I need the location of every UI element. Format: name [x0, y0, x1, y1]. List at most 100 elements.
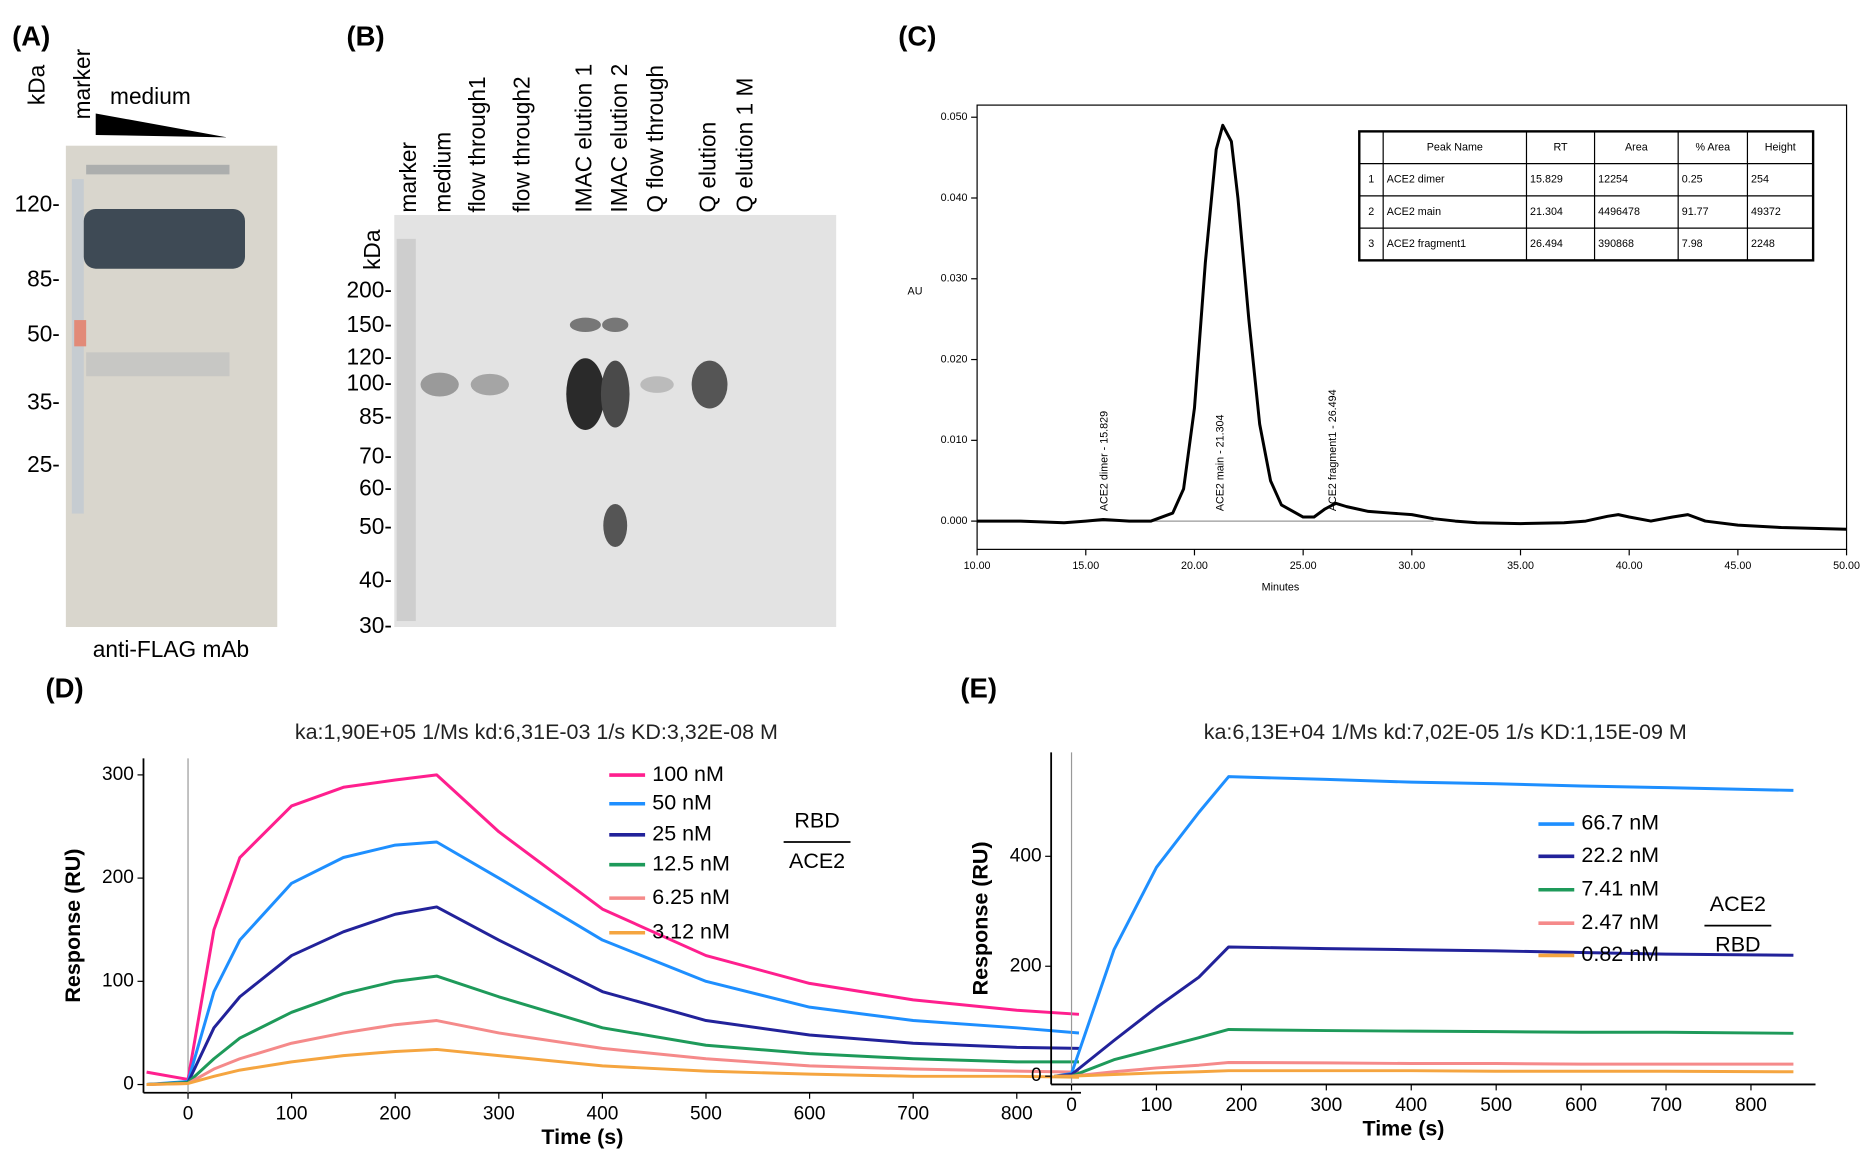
x-tick-label: 200: [1225, 1095, 1257, 1116]
marker-label: 70-: [359, 442, 392, 468]
table-cell: 0.25: [1682, 174, 1703, 186]
legend-label: 7.41 nM: [1581, 876, 1659, 900]
band: [420, 372, 459, 397]
series-line: [1054, 1027, 1794, 1078]
table-cell: 91.77: [1682, 206, 1709, 218]
lane-label: Q flow through: [642, 65, 668, 213]
x-tick-label: 100: [276, 1103, 308, 1124]
peak-label: ACE2 fragment1 - 26.494: [1327, 389, 1339, 511]
table-cell: 7.98: [1682, 238, 1703, 250]
x-tick-label: 500: [690, 1103, 722, 1124]
band: [691, 360, 728, 409]
x-axis-label: Time (s): [1362, 1116, 1444, 1140]
x-tick-label: 800: [1001, 1103, 1033, 1124]
table-header: RT: [1553, 141, 1568, 153]
fraction-top: ACE2: [1710, 892, 1766, 916]
table-header: % Area: [1695, 141, 1730, 153]
marker-label: 150-: [346, 311, 391, 337]
x-tick-label: 800: [1735, 1095, 1767, 1116]
x-tick-label: 400: [586, 1103, 618, 1124]
band: [83, 209, 245, 269]
table-cell: 1: [1368, 174, 1374, 186]
series-line: [1054, 1069, 1794, 1078]
gel-a: kDa marker medium anti-FLAG mAb: [23, 48, 278, 662]
x-tick-label: 10.00: [964, 560, 991, 572]
x-tick-label: 300: [483, 1103, 515, 1124]
x-tick-label: 600: [1565, 1095, 1597, 1116]
legend-label: 25 nM: [652, 821, 712, 845]
x-tick-label: 400: [1395, 1095, 1427, 1116]
marker-label: 30-: [359, 612, 392, 638]
lane-label: flow through2: [508, 76, 534, 212]
lane-label: medium: [429, 132, 455, 213]
band: [569, 317, 601, 333]
gel-b: kDa: [359, 214, 837, 628]
x-axis-label: Minutes: [1262, 581, 1300, 593]
x-tick-label: 45.00: [1724, 560, 1751, 572]
x-tick-label: 200: [379, 1103, 411, 1124]
gradient-triangle: [95, 113, 228, 138]
marker-label: 100-: [346, 370, 391, 396]
gel-a-labels: 120- 85- 50- 35- 25-: [14, 190, 59, 476]
series-line: [146, 773, 1080, 1081]
series-line: [146, 1047, 1080, 1087]
marker-label: 120-: [346, 343, 391, 369]
y-axis-label: AU: [908, 285, 923, 297]
marker-label: 50-: [359, 513, 392, 539]
band: [566, 358, 605, 430]
fraction-bottom: ACE2: [789, 849, 845, 873]
x-axis-label: Time (s): [541, 1125, 623, 1149]
lane-label: marker: [69, 48, 95, 119]
marker-label: 85-: [359, 403, 392, 429]
series-line: [146, 1019, 1080, 1087]
unit-label: kDa: [23, 64, 49, 105]
x-tick-label: 50.00: [1833, 560, 1860, 572]
table-header: Area: [1625, 141, 1648, 153]
y-tick-label: 0: [123, 1074, 134, 1095]
series-line: [1054, 1060, 1794, 1078]
table-cell: ACE2 fragment1: [1387, 238, 1466, 250]
table-cell: 21.304: [1530, 206, 1563, 218]
y-axis-label: Response (RU): [969, 841, 993, 995]
marker-lane: [396, 238, 416, 622]
gel-b-labels: 200- 150- 120-100- 85- 70- 60- 50- 40- 30- marker…: [346, 64, 757, 638]
x-tick-label: 30.00: [1398, 560, 1425, 572]
chart: 10.00 15.00 20.00 25.00 30.00 35.00 40.00 45.00…: [908, 104, 1860, 593]
y-axis-label: Response (RU): [61, 849, 85, 1003]
table-cell: 12254: [1598, 174, 1628, 186]
legend-label: 6.25 nM: [652, 885, 730, 909]
panel-label: (B): [347, 20, 385, 51]
charts: 10.00 15.00 20.00 25.00 30.00 35.00 40.00 45.00…: [61, 104, 1860, 1149]
legend-label: 50 nM: [652, 790, 712, 814]
band: [86, 164, 230, 175]
y-tick-label: 0.030: [941, 273, 968, 285]
series-line: [146, 905, 1080, 1087]
series-line: [1054, 775, 1794, 1078]
marker-label: 60-: [359, 475, 392, 501]
lane-label: IMAC elution 1: [570, 64, 596, 213]
band: [603, 503, 628, 547]
table-cell: 2248: [1751, 238, 1775, 250]
series-line: [1054, 945, 1794, 1078]
panel-label: (D): [46, 673, 84, 704]
y-tick-label: 0: [1031, 1065, 1042, 1086]
y-tick-label: 200: [102, 867, 134, 888]
table-cell: 26.494: [1530, 238, 1563, 250]
table-cell: ACE2 main: [1387, 206, 1441, 218]
table-cell: 2: [1368, 206, 1374, 218]
x-tick-label: 40.00: [1616, 560, 1643, 572]
legend-label: 3.12 nM: [652, 919, 730, 943]
panel-label: (A): [12, 20, 50, 51]
table-cell: 3: [1368, 238, 1374, 250]
x-tick-label: 600: [794, 1103, 826, 1124]
band: [86, 352, 230, 377]
table-cell: 4496478: [1598, 206, 1640, 218]
marker-label: 200-: [346, 276, 391, 302]
lane-label: marker: [395, 142, 421, 213]
legend-label: 12.5 nM: [652, 851, 730, 875]
x-tick-label: 15.00: [1072, 560, 1099, 572]
marker-band: [74, 320, 87, 347]
series-line: [146, 840, 1080, 1087]
table-cell: 49372: [1751, 206, 1781, 218]
